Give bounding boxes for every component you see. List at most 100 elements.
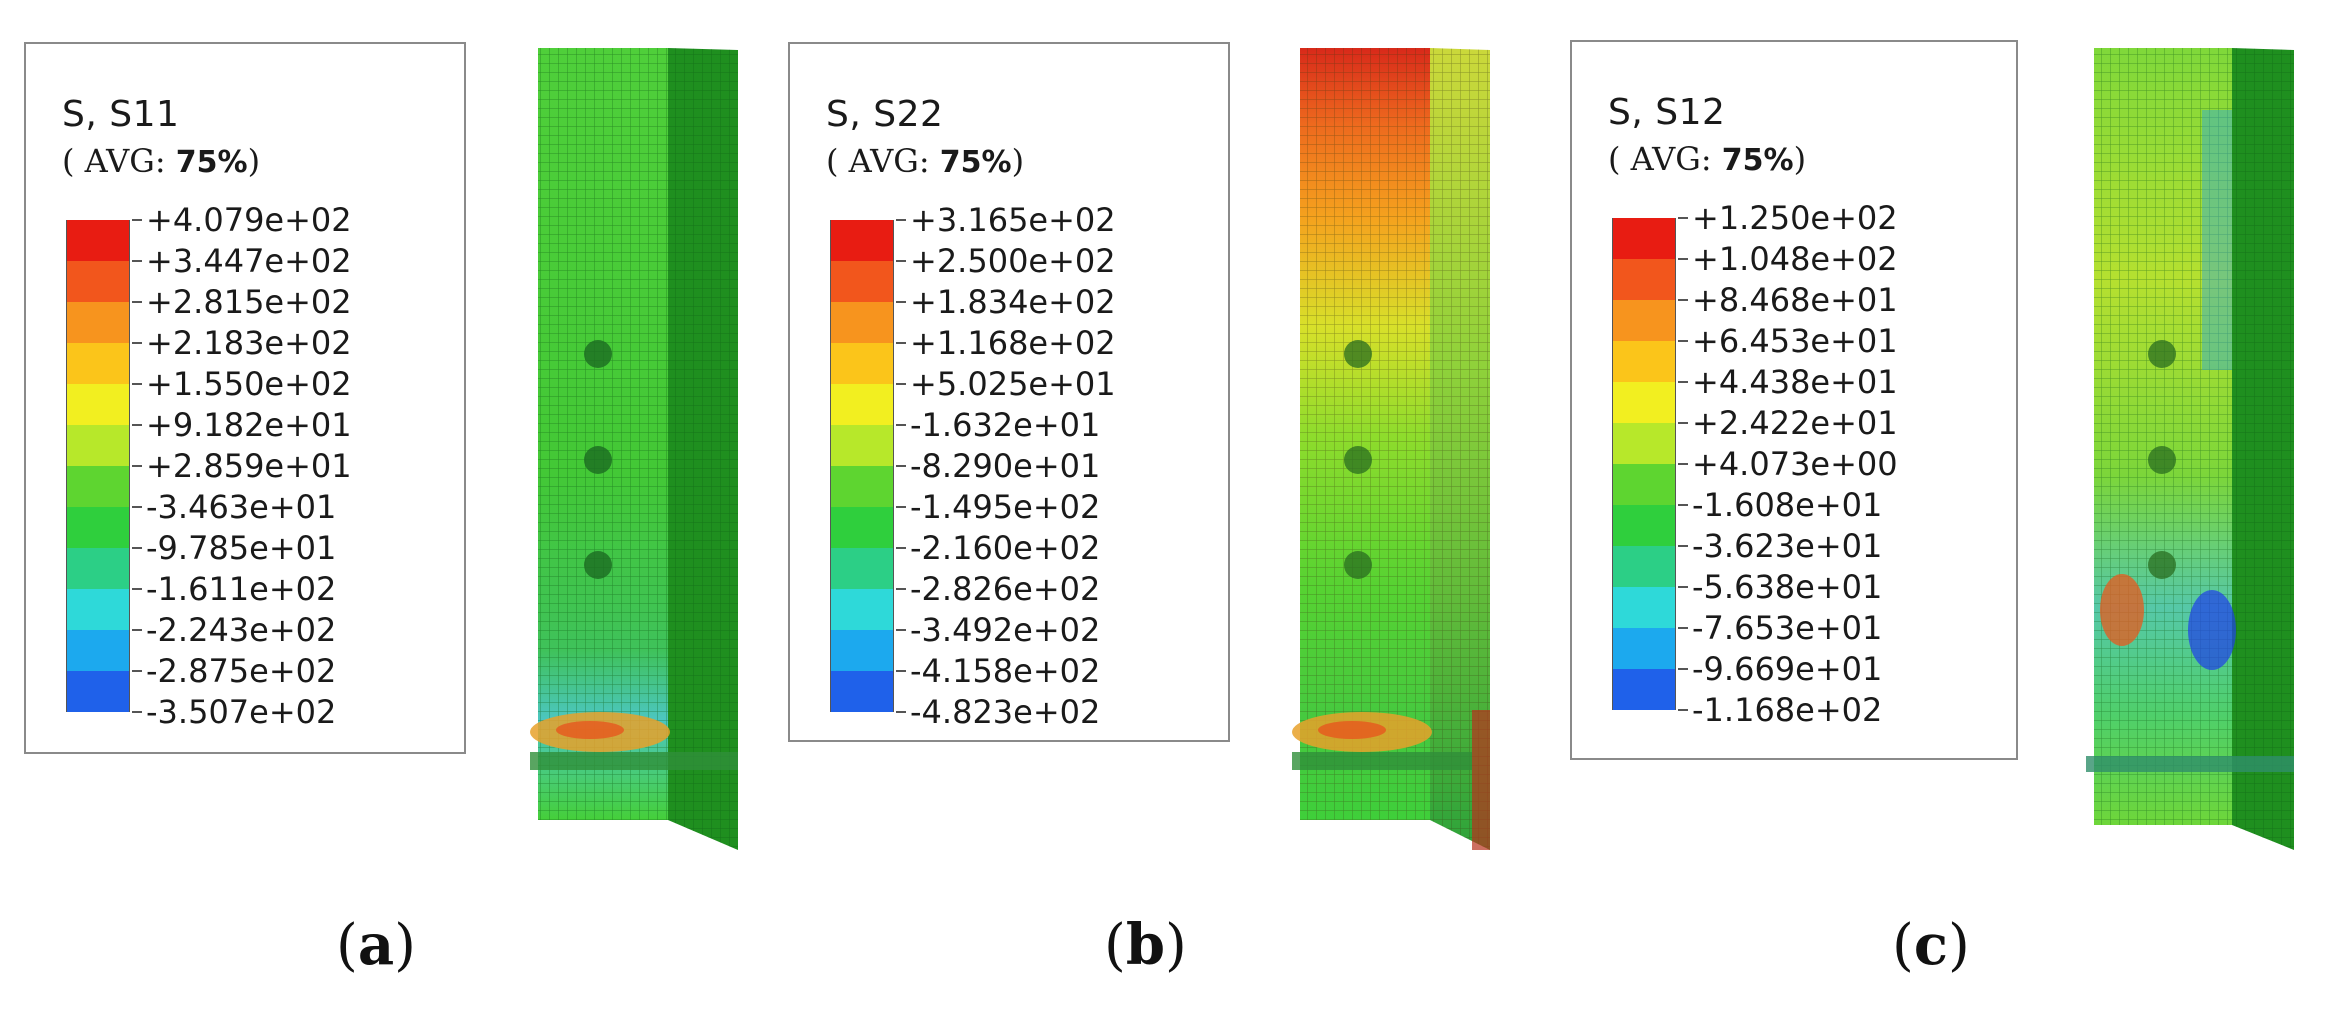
legend-swatch xyxy=(66,548,130,589)
legend-value: +3.447e+02 xyxy=(146,242,352,280)
legend-swatch xyxy=(1612,669,1676,710)
legend-value: -1.632e+01 xyxy=(910,406,1101,444)
legend-tick xyxy=(896,588,906,590)
legend-tick xyxy=(1678,668,1688,670)
legend-value: +2.500e+02 xyxy=(910,242,1116,280)
legend-tick xyxy=(132,670,142,672)
legend-tick xyxy=(132,219,142,221)
legend-tick xyxy=(1678,258,1688,260)
legend-swatch xyxy=(830,589,894,630)
legend-value: +9.182e+01 xyxy=(146,406,352,444)
legend-tick xyxy=(896,219,906,221)
legend-swatch xyxy=(66,466,130,507)
model-c xyxy=(2086,48,2294,850)
legend-tick xyxy=(1678,709,1688,711)
legend-value: -3.492e+02 xyxy=(910,611,1101,649)
panel-a: S, S11 ( AVG: 75%) +4.079e+02 +3.447e+02 +… xyxy=(0,0,776,1019)
legend-value: +4.438e+01 xyxy=(1692,363,1898,401)
legend-tick xyxy=(132,588,142,590)
legend-value: -2.243e+02 xyxy=(146,611,337,649)
legend-value: +4.079e+02 xyxy=(146,201,352,239)
legend-value: -9.785e+01 xyxy=(146,529,337,567)
legend-tick xyxy=(132,424,142,426)
legend-swatch xyxy=(830,261,894,302)
legend-swatch xyxy=(66,630,130,671)
legend-value: +1.550e+02 xyxy=(146,365,352,403)
legend-value: +6.453e+01 xyxy=(1692,322,1898,360)
legend-value: +1.048e+02 xyxy=(1692,240,1898,278)
legend-value: -3.463e+01 xyxy=(146,488,337,526)
legend-value: +2.859e+01 xyxy=(146,447,352,485)
legend-swatch xyxy=(1612,546,1676,587)
legend-value: -3.623e+01 xyxy=(1692,527,1883,565)
legend-swatch xyxy=(1612,587,1676,628)
legend-tick xyxy=(1678,217,1688,219)
column-model xyxy=(2086,48,2294,850)
legend-variable: S, S11 xyxy=(62,94,180,135)
legend-tick xyxy=(896,506,906,508)
legend-tick xyxy=(132,260,142,262)
legend-swatch xyxy=(830,466,894,507)
legend-swatch xyxy=(66,302,130,343)
legend-tick xyxy=(896,465,906,467)
legend-value: -4.823e+02 xyxy=(910,693,1101,731)
legend-value: -8.290e+01 xyxy=(910,447,1101,485)
model-a xyxy=(530,48,738,850)
legend-tick xyxy=(896,547,906,549)
legend-swatch xyxy=(1612,423,1676,464)
legend-tick xyxy=(1678,299,1688,301)
legend-swatch xyxy=(830,630,894,671)
legend-averaging: ( AVG: 75%) xyxy=(1608,140,1807,178)
legend-value: +5.025e+01 xyxy=(910,365,1116,403)
legend-value: +4.073e+00 xyxy=(1692,445,1898,483)
legend-swatch xyxy=(66,507,130,548)
legend-tick xyxy=(1678,463,1688,465)
legend-value: -3.507e+02 xyxy=(146,693,337,731)
legend-variable: S, S22 xyxy=(826,94,944,135)
legend-swatch xyxy=(830,507,894,548)
legend-swatch xyxy=(830,384,894,425)
legend-swatch xyxy=(66,589,130,630)
legend-tick xyxy=(132,301,142,303)
legend-tick xyxy=(132,506,142,508)
legend-variable: S, S12 xyxy=(1608,92,1726,133)
legend-tick xyxy=(1678,340,1688,342)
legend-value: -1.611e+02 xyxy=(146,570,337,608)
legend-swatch xyxy=(66,261,130,302)
legend-value: -9.669e+01 xyxy=(1692,650,1883,688)
legend-swatch xyxy=(830,548,894,589)
legend-tick xyxy=(1678,545,1688,547)
legend-value: +1.168e+02 xyxy=(910,324,1116,362)
legend-averaging: ( AVG: 75%) xyxy=(62,142,261,180)
legend-tick xyxy=(1678,627,1688,629)
legend-tick xyxy=(896,629,906,631)
legend-value: -2.160e+02 xyxy=(910,529,1101,567)
legend-value: +1.834e+02 xyxy=(910,283,1116,321)
legend-value: +2.815e+02 xyxy=(146,283,352,321)
legend-swatch xyxy=(1612,300,1676,341)
legend-box: S, S22 ( AVG: 75%) +3.165e+02 +2.500e+02 +… xyxy=(788,42,1230,742)
column-model xyxy=(530,48,738,850)
legend-tick xyxy=(896,301,906,303)
legend-averaging: ( AVG: 75%) xyxy=(826,142,1025,180)
legend-value: -2.875e+02 xyxy=(146,652,337,690)
legend-value: -5.638e+01 xyxy=(1692,568,1883,606)
legend-value: -1.168e+02 xyxy=(1692,691,1883,729)
legend-tick xyxy=(132,711,142,713)
legend-swatch xyxy=(1612,218,1676,259)
legend-tick xyxy=(1678,422,1688,424)
panel-caption: (b) xyxy=(1104,912,1187,978)
legend-swatch xyxy=(1612,382,1676,423)
legend-swatch xyxy=(66,220,130,261)
legend-value: +1.250e+02 xyxy=(1692,199,1898,237)
legend-value: -7.653e+01 xyxy=(1692,609,1883,647)
column-model xyxy=(1292,48,1490,850)
legend-tick xyxy=(896,260,906,262)
legend-tick xyxy=(1678,504,1688,506)
legend-swatch xyxy=(1612,464,1676,505)
legend-value: -2.826e+02 xyxy=(910,570,1101,608)
legend-value: -1.608e+01 xyxy=(1692,486,1883,524)
legend-swatch xyxy=(1612,259,1676,300)
legend-swatch xyxy=(830,302,894,343)
legend-swatch xyxy=(66,343,130,384)
